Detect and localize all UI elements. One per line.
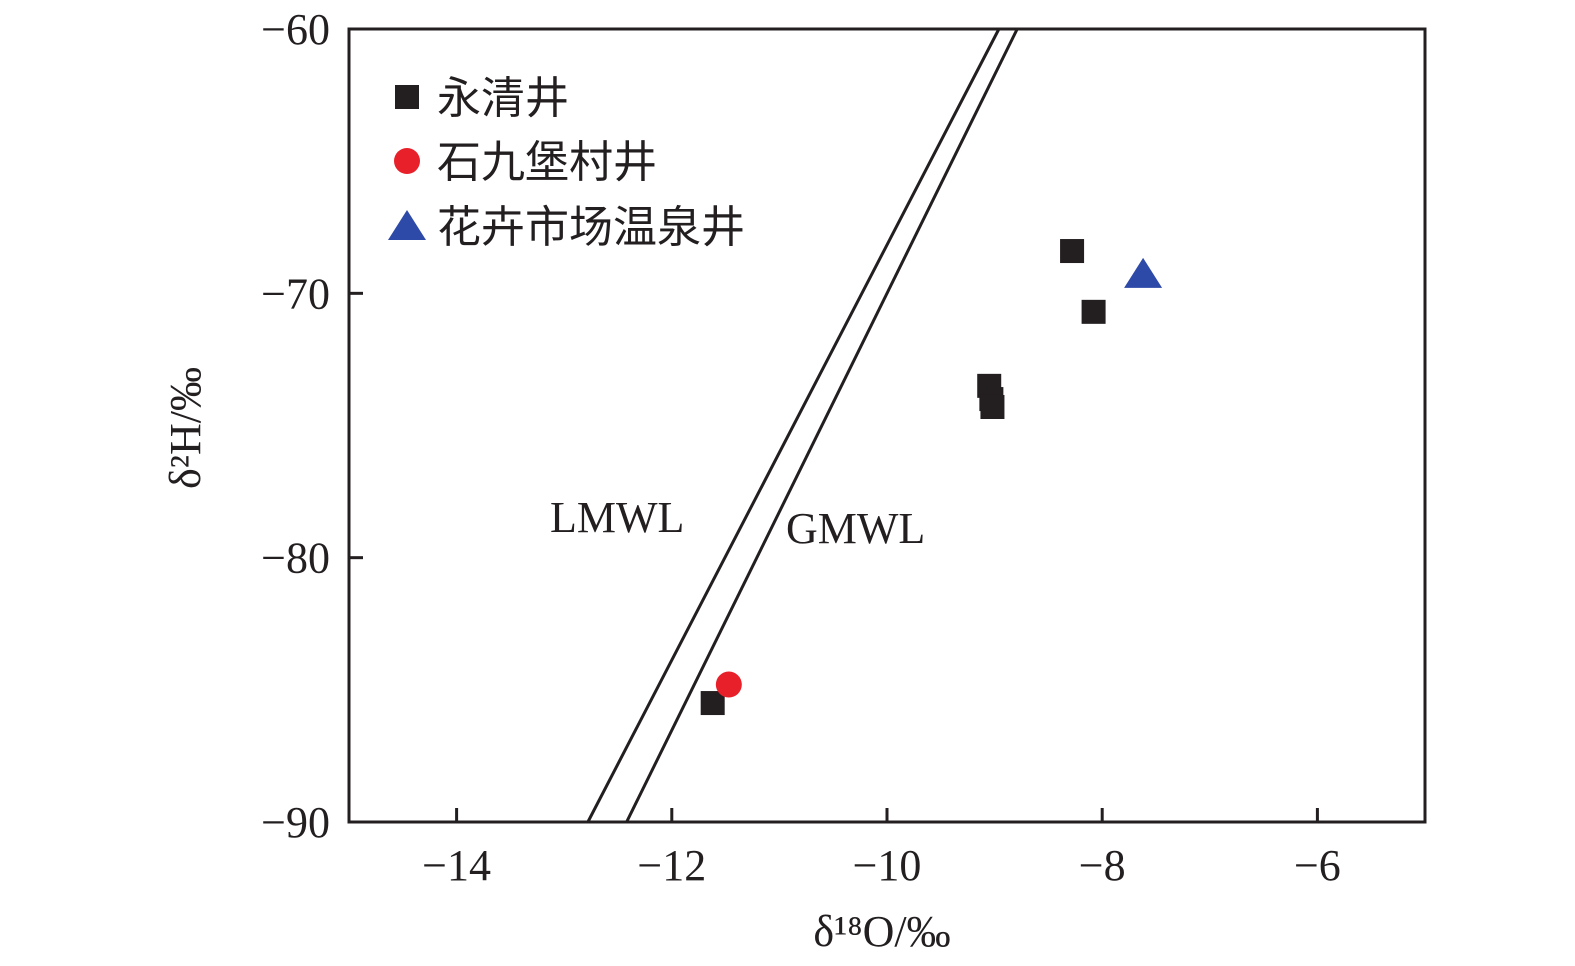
reference-lines	[586, 28, 1019, 823]
gmwl-label: GMWL	[786, 504, 925, 553]
point-square	[980, 394, 1005, 419]
y-tick-label: −60	[261, 5, 330, 54]
lmwl-label: LMWL	[550, 493, 684, 542]
x-axis-title: δ¹⁸O/‰	[813, 907, 950, 956]
point-square	[1081, 299, 1106, 324]
x-tick-label: −14	[422, 841, 491, 890]
gmwl-line	[625, 28, 1019, 823]
point-triangle	[1124, 257, 1163, 288]
x-tick-label: −10	[853, 841, 922, 890]
point-circle	[715, 671, 742, 698]
legend-label-shijiubao: 石九堡村井	[437, 137, 657, 188]
y-tick-label: −90	[261, 798, 330, 847]
y-axis-title: δ²H/‰	[161, 367, 210, 489]
legend: 永清井 石九堡村井 花卉市场温泉井	[388, 73, 745, 253]
x-tick-label: −12	[637, 841, 706, 890]
legend-marker-circle	[394, 148, 420, 174]
legend-marker-square	[395, 85, 419, 109]
data-points	[700, 239, 1163, 716]
lmwl-line	[586, 28, 1001, 823]
x-tick-label: −6	[1294, 841, 1341, 890]
x-tick-label: −8	[1079, 841, 1126, 890]
legend-label-yongqing: 永清井	[437, 73, 569, 124]
legend-marker-triangle	[388, 210, 426, 240]
axis-ticks: −14 −12 −10 −8 −6 −90 −80 −70 −60	[261, 5, 1341, 890]
point-square	[700, 691, 725, 716]
point-square	[1060, 239, 1085, 264]
y-tick-label: −80	[261, 534, 330, 583]
y-tick-label: −70	[261, 269, 330, 318]
legend-label-huahui: 花卉市场温泉井	[437, 202, 745, 253]
